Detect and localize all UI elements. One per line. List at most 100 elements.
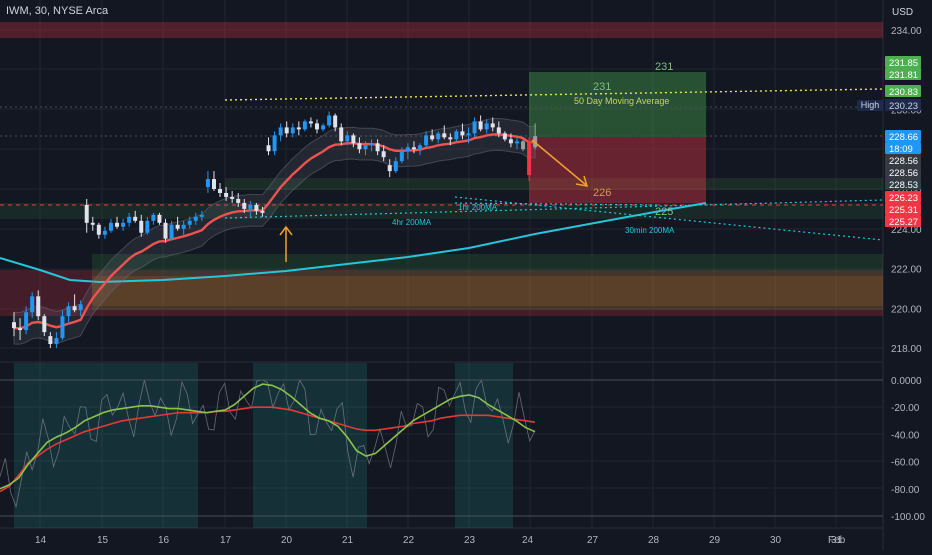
time-tick: 24	[522, 535, 534, 546]
osc-green-line	[0, 383, 536, 490]
time-tick: 29	[709, 535, 721, 546]
candle-body	[169, 224, 174, 239]
price-badge-bg	[885, 142, 921, 154]
price-badge-bg	[885, 99, 921, 111]
background-layer	[0, 0, 884, 550]
candle-body	[411, 147, 416, 150]
candle-body	[327, 115, 332, 126]
candle-body	[90, 222, 95, 225]
candle-body	[442, 133, 447, 138]
candle-body	[254, 204, 259, 211]
candle-body	[369, 143, 374, 146]
time-tick: 16	[158, 535, 170, 546]
candle-body	[375, 143, 380, 152]
candle-body	[302, 121, 307, 130]
candle-body	[296, 127, 301, 130]
price-badge-label: 230.83	[889, 87, 918, 98]
candle-body	[151, 214, 156, 221]
candle-body	[157, 214, 162, 223]
osc-band-1	[14, 363, 198, 528]
price-badge-label: 231.81	[889, 70, 918, 81]
price-badge-label: 230.23	[889, 101, 918, 112]
candle-body	[42, 316, 47, 333]
candle-body	[381, 151, 386, 158]
candle-body	[260, 210, 265, 213]
candle-body	[18, 328, 23, 331]
price-badge-bg	[885, 191, 921, 203]
arrow-up-head	[279, 225, 293, 236]
zones-layer	[0, 22, 883, 528]
candle-body	[484, 123, 489, 130]
target-profit-box	[529, 72, 706, 137]
candle-body	[242, 202, 247, 209]
time-tick: 27	[587, 535, 599, 546]
candle-body	[363, 145, 368, 150]
target-top-label: 231	[655, 61, 673, 73]
candle-body	[405, 147, 410, 152]
price-badge-bg	[885, 56, 921, 68]
time-tick: 22	[403, 535, 415, 546]
candle-body	[399, 151, 404, 162]
candle-body	[60, 316, 65, 339]
candle-body	[54, 338, 59, 345]
candle-body	[133, 216, 138, 221]
arrow-down-head	[575, 175, 589, 187]
osc-tick: -20.00	[891, 403, 920, 414]
candle-body	[315, 123, 319, 130]
candle-body	[224, 192, 229, 197]
ma50-label: 50 Day Moving Average	[574, 96, 669, 106]
candle-body	[211, 179, 216, 189]
candle-body	[48, 336, 53, 345]
candle-body	[72, 306, 77, 311]
candle-body	[278, 127, 283, 136]
time-tick: 31	[831, 535, 843, 546]
candle-body	[460, 131, 465, 136]
label-225: 225	[655, 206, 673, 218]
price-badge-label: 228.53	[889, 180, 918, 191]
candle-body	[424, 135, 429, 146]
candle-body	[508, 139, 513, 144]
price-badge-label: 225.27	[889, 217, 918, 228]
symbol-header[interactable]: IWM, 30, NYSE Arca	[6, 5, 109, 17]
price-badge-bg	[885, 215, 921, 227]
arrow-down-shaft	[531, 139, 587, 186]
price-badge-label: 228.56	[889, 168, 918, 179]
candle-body	[351, 135, 356, 144]
candle-body	[490, 123, 495, 128]
time-tick: 17	[220, 535, 232, 546]
candle-body	[78, 304, 83, 311]
osc-tick: -40.00	[891, 430, 920, 441]
time-tick: 28	[648, 535, 660, 546]
time-tick: 15	[97, 535, 109, 546]
candle-body	[418, 145, 423, 150]
candle-body	[248, 204, 253, 209]
price-badge-bg	[885, 130, 921, 142]
candle-body	[478, 121, 483, 130]
price-badge-label: 228.56	[889, 156, 918, 167]
price-badge-bg	[885, 85, 921, 97]
candle-body	[96, 224, 101, 235]
ma-4hr-label: 4hr 200MA	[392, 218, 432, 227]
green-band-225	[0, 203, 883, 219]
candle-body	[36, 296, 41, 317]
time-tick: 21	[342, 535, 354, 546]
osc-tick: 0.0000	[891, 376, 922, 387]
stop-loss-box	[529, 137, 706, 203]
candle-body	[514, 141, 519, 144]
candle-body	[236, 198, 241, 203]
oscillator-layer	[0, 378, 883, 517]
candle-body	[187, 220, 192, 225]
osc-red-line	[0, 406, 536, 493]
green-zone-mid	[92, 254, 883, 310]
candle-body	[181, 224, 186, 229]
candle-body	[472, 121, 477, 134]
price-badge-label: 228.66	[889, 132, 918, 143]
orange-zone-mid	[92, 276, 883, 306]
annotations-layer: 50 Day Moving Average 231 231 226 225 1hr 200…	[279, 61, 675, 262]
price-badge-label: 225.31	[889, 205, 918, 216]
candle-body	[121, 222, 126, 227]
price-badge-label: 226.23	[889, 193, 918, 204]
candle-body	[387, 165, 392, 172]
time-tick: Feb	[828, 535, 846, 546]
